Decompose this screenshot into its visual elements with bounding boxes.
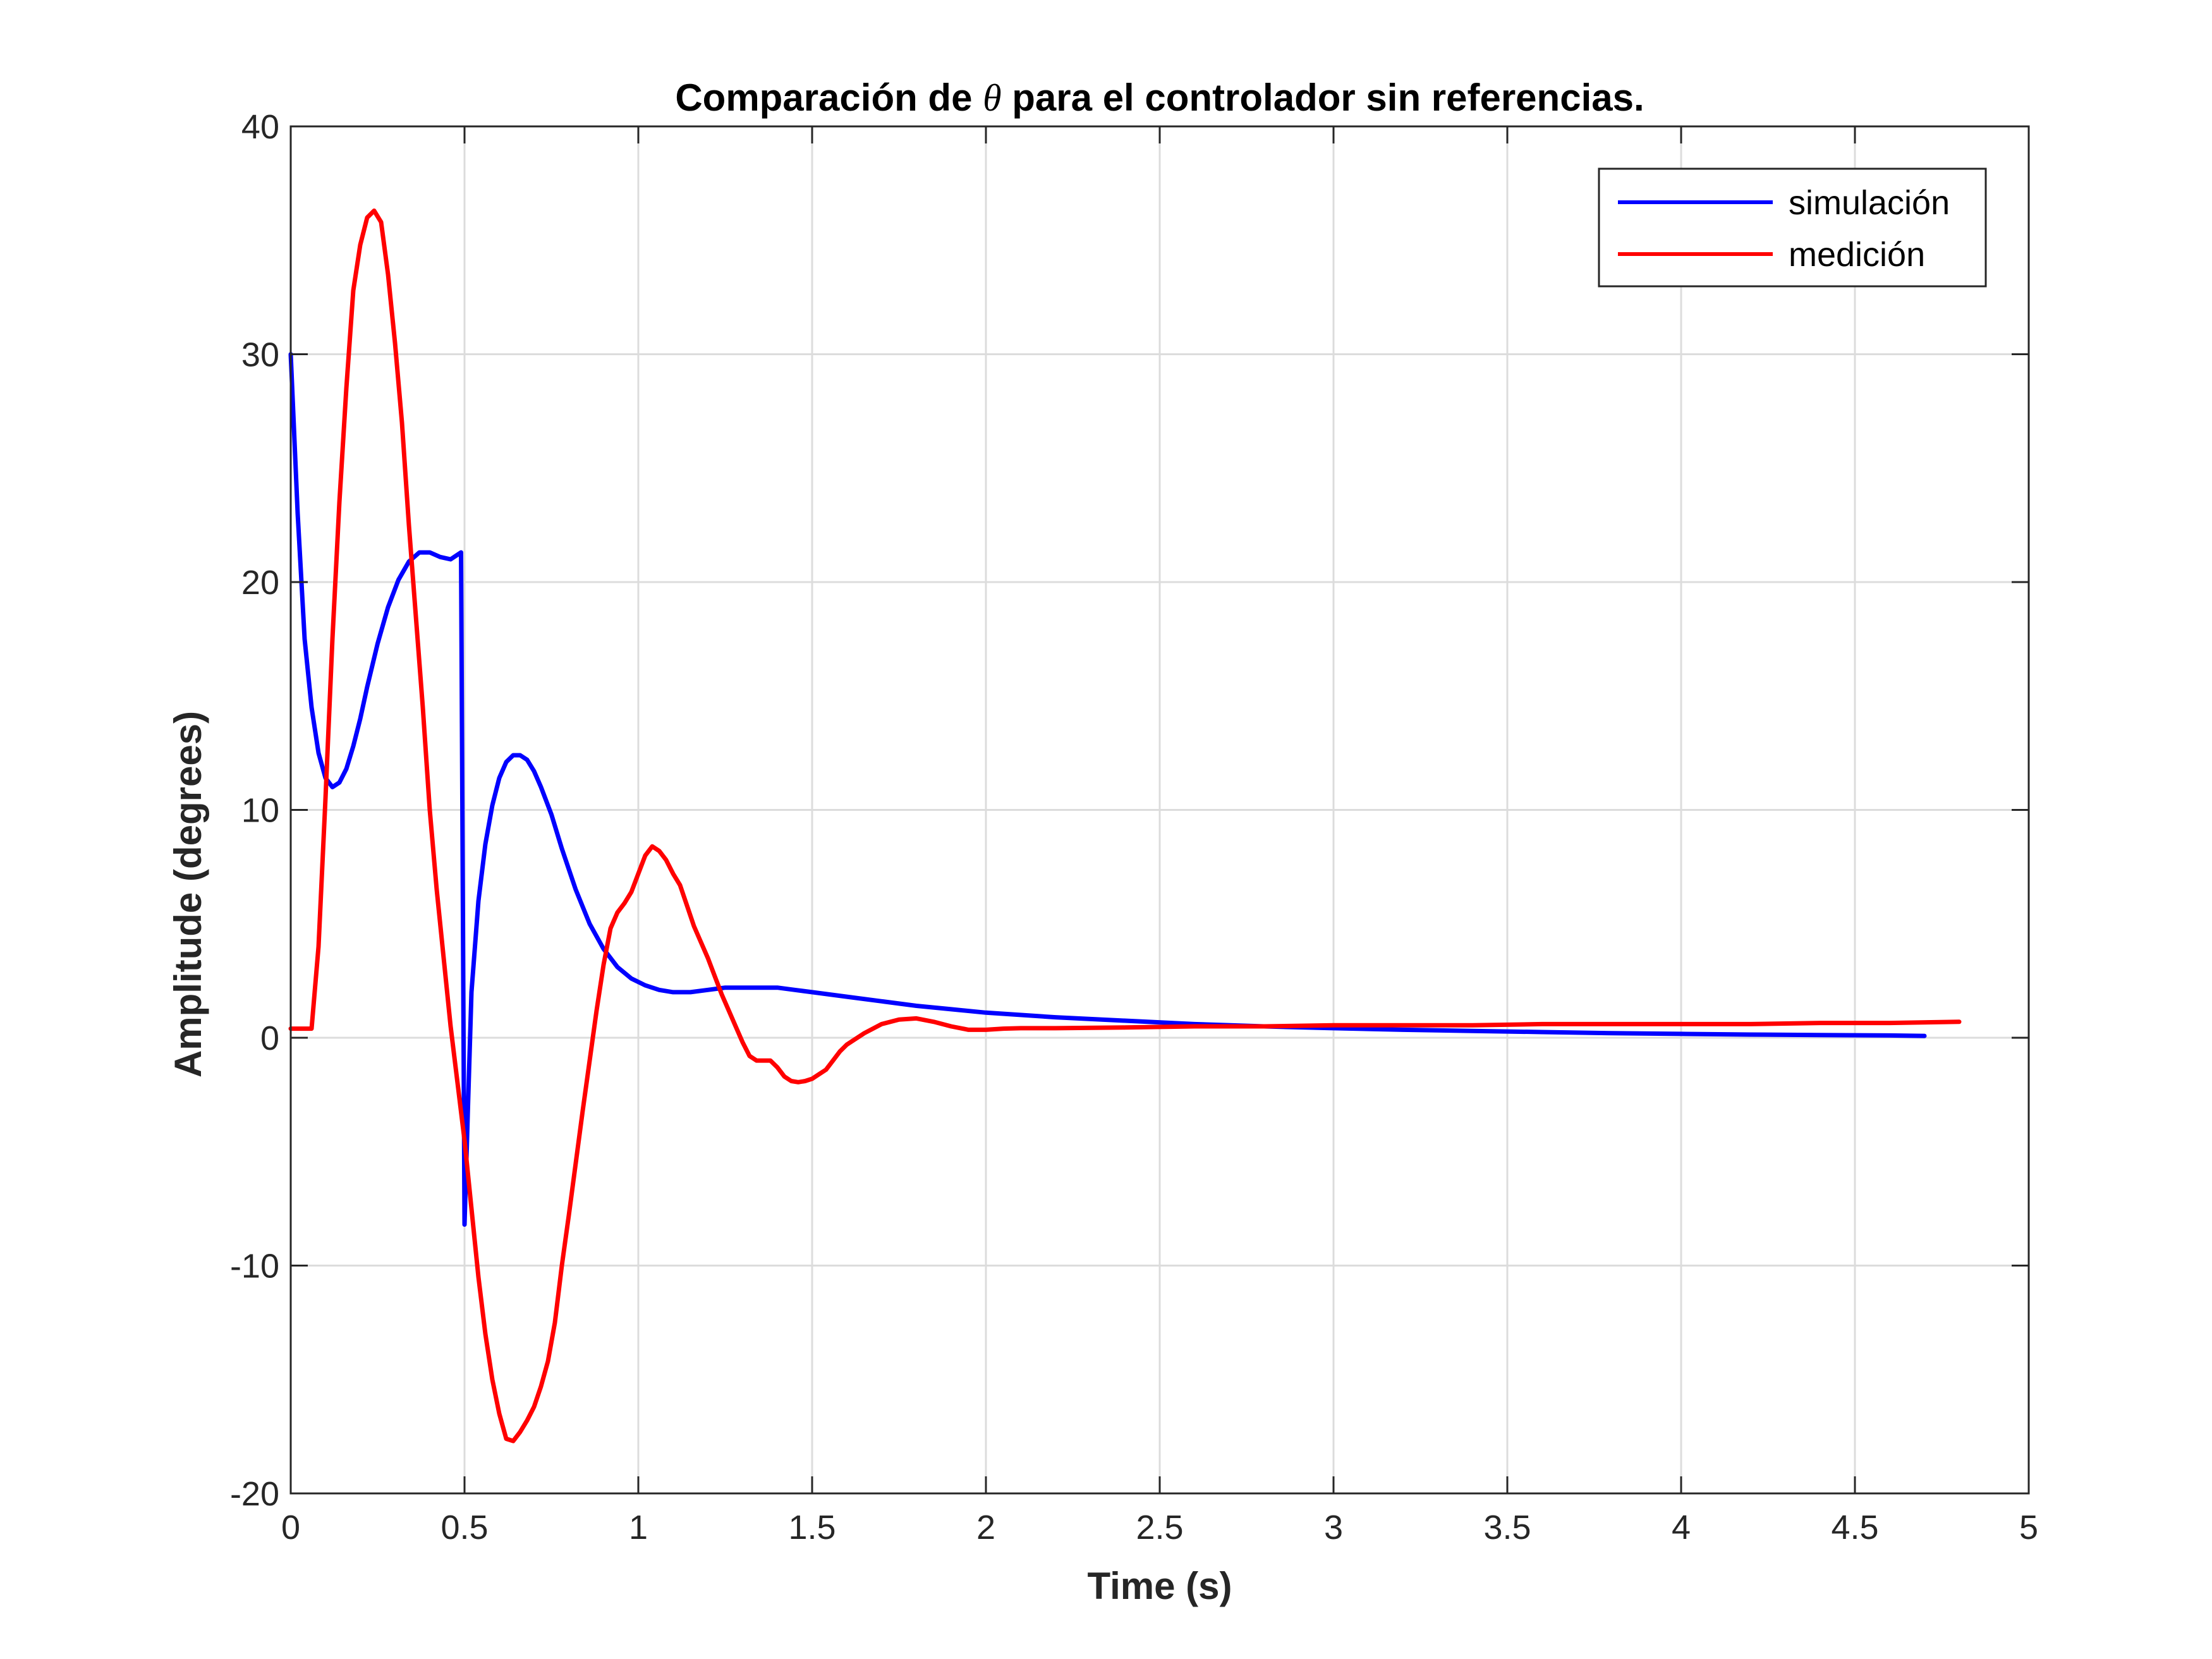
x-tick-label: 4.5 bbox=[1831, 1509, 1878, 1547]
x-tick-label: 1 bbox=[629, 1509, 648, 1547]
y-tick-label: 30 bbox=[241, 336, 279, 374]
x-tick-label: 4 bbox=[1672, 1509, 1691, 1547]
legend-label-medicion: medición bbox=[1789, 236, 1925, 274]
x-tick-label: 2 bbox=[976, 1509, 995, 1547]
y-tick-label: -10 bbox=[230, 1248, 279, 1285]
y-tick-label: 10 bbox=[241, 792, 279, 830]
series-layer bbox=[288, 208, 1962, 1443]
legend: simulación medición bbox=[1598, 167, 1987, 288]
x-tick-label: 3 bbox=[1324, 1509, 1343, 1547]
y-axis-label: Amplitude (degrees) bbox=[167, 711, 209, 1078]
x-tick-label: 5 bbox=[2019, 1509, 2038, 1547]
y-tick-label: 20 bbox=[241, 564, 279, 602]
x-tick-label: 2.5 bbox=[1136, 1509, 1183, 1547]
x-tick-label: 0.5 bbox=[441, 1509, 488, 1547]
series-line-medicion bbox=[288, 208, 1962, 1443]
x-tick-label: 0 bbox=[281, 1509, 300, 1547]
legend-label-simulacion: simulación bbox=[1789, 184, 1950, 222]
series-line-simulacion bbox=[288, 352, 1927, 1227]
x-axis-label: Time (s) bbox=[1088, 1565, 1232, 1607]
ticks: 0 0.5 1 1.5 2 2.5 3 3.5 4 4.5 5 -20 -10 0 10 20 30 40 bbox=[230, 108, 2038, 1547]
y-tick-label: 0 bbox=[260, 1019, 279, 1057]
y-tick-label: -20 bbox=[230, 1475, 279, 1513]
legend-box bbox=[1598, 167, 1987, 288]
chart-title: Comparación de θ para el controlador sin… bbox=[675, 76, 1644, 119]
x-tick-label: 3.5 bbox=[1483, 1509, 1531, 1547]
x-tick-label: 1.5 bbox=[788, 1509, 836, 1547]
y-tick-label: 40 bbox=[241, 108, 279, 146]
